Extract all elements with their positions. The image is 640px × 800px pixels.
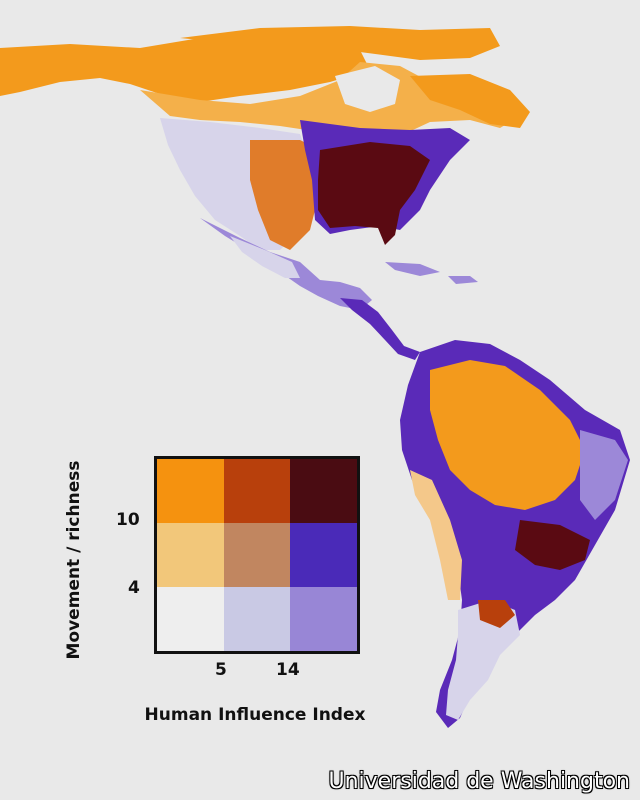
- andes-band: [410, 470, 462, 600]
- legend-cell-r3c2: [223, 587, 291, 651]
- labrador-region: [410, 74, 530, 128]
- hispaniola-island: [448, 276, 478, 284]
- legend-cell-r2c3: [290, 523, 357, 587]
- brazil-east: [580, 430, 628, 520]
- bivariate-legend: [154, 456, 360, 654]
- legend-cell-r1c2: [223, 459, 291, 523]
- legend-cell-r2c2: [223, 523, 291, 587]
- southeast-us-dark: [318, 142, 430, 245]
- legend-x-tick-5: 5: [215, 660, 227, 680]
- legend-y-tick-10: 10: [116, 510, 140, 530]
- legend-x-tick-14: 14: [276, 660, 300, 680]
- legend-y-axis-label: Movement / richness: [64, 460, 84, 660]
- central-america: [340, 298, 420, 360]
- legend-y-tick-4: 4: [128, 578, 140, 598]
- pampas-region: [478, 600, 515, 628]
- mexico-inner: [230, 236, 300, 278]
- cuba-island: [385, 262, 440, 276]
- legend-cell-r2c1: [157, 523, 224, 587]
- image-credit: Universidad de Washington: [328, 769, 630, 794]
- legend-cell-r3c3: [290, 587, 357, 651]
- alaska-region: [0, 34, 370, 102]
- southern-cone-region: [446, 600, 520, 720]
- hudson-bay: [335, 66, 400, 112]
- legend-cell-r1c1: [157, 459, 224, 523]
- legend-cell-r1c3: [290, 459, 357, 523]
- legend-x-axis-label: Human Influence Index: [144, 705, 366, 725]
- amazon-region: [430, 360, 585, 510]
- legend-cell-r3c1: [157, 587, 224, 651]
- southeast-brazil-dark: [515, 520, 590, 570]
- arctic-islands: [180, 26, 500, 60]
- central-us-region: [250, 140, 320, 250]
